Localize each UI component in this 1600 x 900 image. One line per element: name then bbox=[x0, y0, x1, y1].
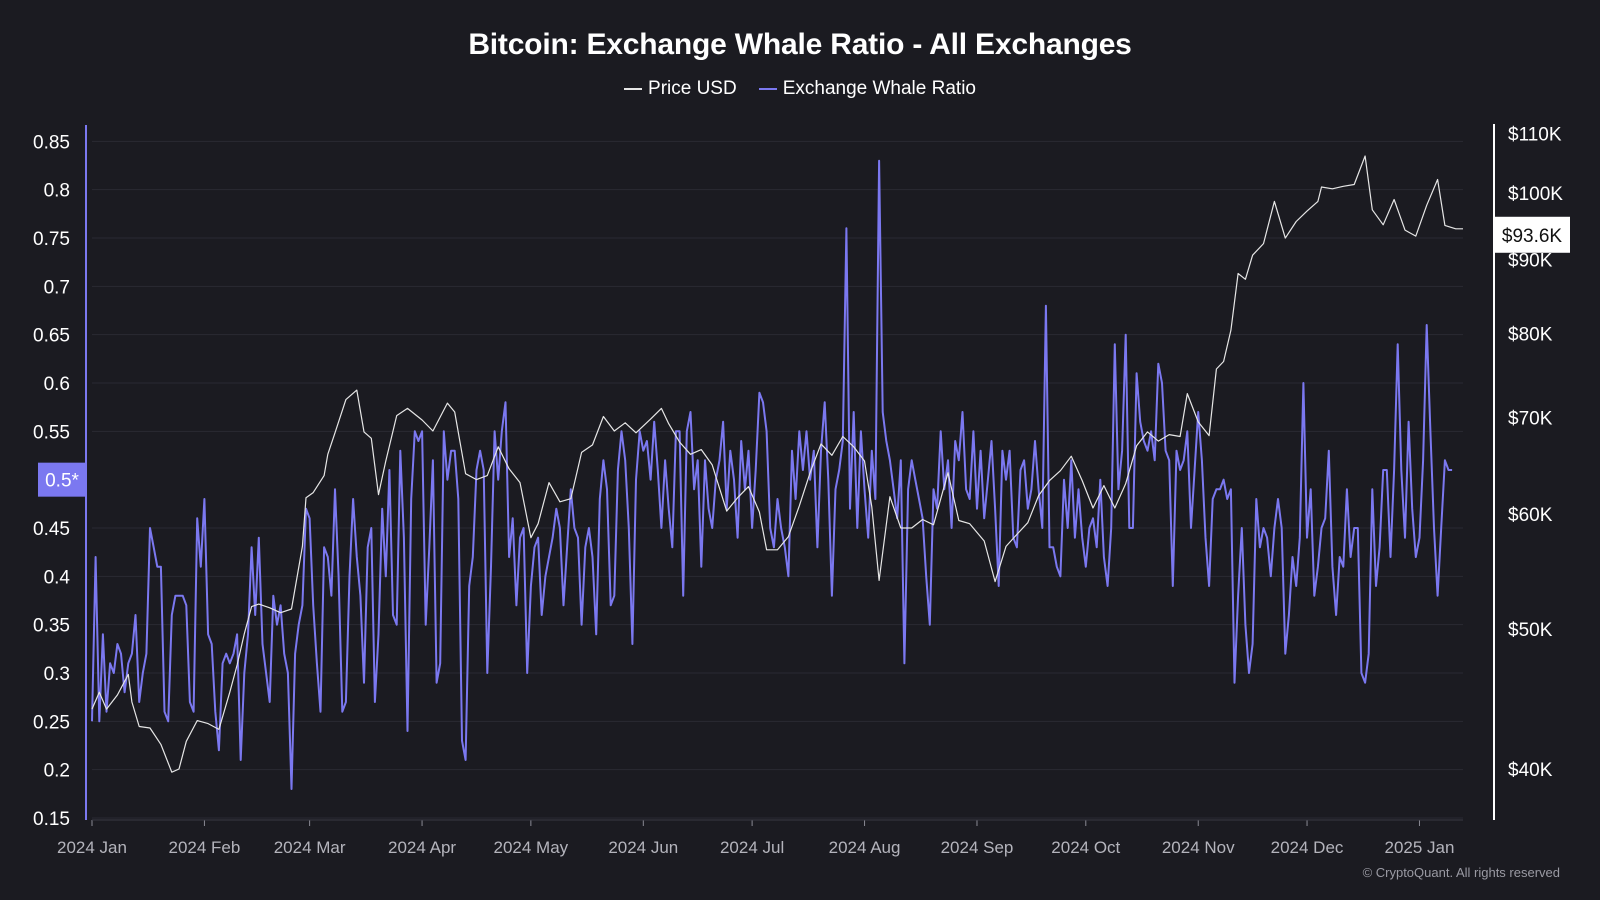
y-tick-label-right: $80K bbox=[1508, 324, 1553, 345]
current-price-label: $93.6K bbox=[1502, 226, 1563, 247]
y-tick-label-left: 0.3 bbox=[44, 664, 70, 685]
x-tick-label: 2024 May bbox=[494, 838, 569, 857]
y-tick-label-left: 0.6 bbox=[44, 374, 70, 395]
x-tick-label: 2024 Jan bbox=[57, 838, 127, 857]
y-tick-label-left: 0.45 bbox=[33, 519, 70, 540]
y-tick-label-left: 0.35 bbox=[33, 616, 70, 637]
y-tick-label-left: 0.8 bbox=[44, 181, 70, 202]
chart-plot: 0.85 0.8 0.75 0.7 0.65 0.6 0.55 0.45 0.4 0.35 0.3 0… bbox=[0, 0, 1600, 900]
x-tick-label: 2024 Feb bbox=[169, 838, 241, 857]
x-tick-label: 2024 Mar bbox=[274, 838, 346, 857]
y-tick-label-left: 0.75 bbox=[33, 229, 70, 250]
y-tick-label-right: $90K bbox=[1508, 250, 1553, 271]
y-tick-label-left: 0.2 bbox=[44, 761, 70, 782]
y-tick-label-left: 0.4 bbox=[44, 567, 71, 588]
y-tick-label-left: 0.65 bbox=[33, 326, 70, 347]
series-line-price-usd bbox=[92, 156, 1463, 772]
x-tick-label: 2024 Jul bbox=[720, 838, 784, 857]
chart-container: Bitcoin: Exchange Whale Ratio - All Exch… bbox=[0, 0, 1600, 900]
y-tick-label-left: 0.15 bbox=[33, 809, 70, 830]
y-tick-label-left: 0.85 bbox=[33, 132, 70, 153]
x-tick-label: 2025 Jan bbox=[1384, 838, 1454, 857]
y-tick-label-left: 0.25 bbox=[33, 712, 70, 733]
y-tick-label-right: $100K bbox=[1508, 184, 1563, 205]
y-tick-label-right: $40K bbox=[1508, 760, 1553, 781]
y-tick-label-left: 0.7 bbox=[44, 277, 70, 298]
x-tick-label: 2024 Apr bbox=[388, 838, 456, 857]
left-axis-marker-label: 0.5* bbox=[45, 471, 79, 492]
series-line-exchange-whale-ratio bbox=[92, 161, 1452, 789]
x-tick-label: 2024 Nov bbox=[1162, 838, 1235, 857]
x-tick-label: 2024 Dec bbox=[1271, 838, 1344, 857]
x-tick-label: 2024 Sep bbox=[941, 838, 1014, 857]
x-tick-label: 2024 Aug bbox=[829, 838, 901, 857]
x-tick-label: 2024 Jun bbox=[608, 838, 678, 857]
copyright-watermark: © CryptoQuant. All rights reserved bbox=[1363, 865, 1560, 880]
y-tick-label-right: $110K bbox=[1508, 124, 1562, 145]
y-tick-label-left: 0.55 bbox=[33, 422, 70, 443]
x-tick-label: 2024 Oct bbox=[1051, 838, 1120, 857]
y-tick-label-right: $70K bbox=[1508, 408, 1553, 429]
y-tick-label-right: $60K bbox=[1508, 505, 1553, 526]
y-tick-label-right: $50K bbox=[1508, 620, 1553, 641]
